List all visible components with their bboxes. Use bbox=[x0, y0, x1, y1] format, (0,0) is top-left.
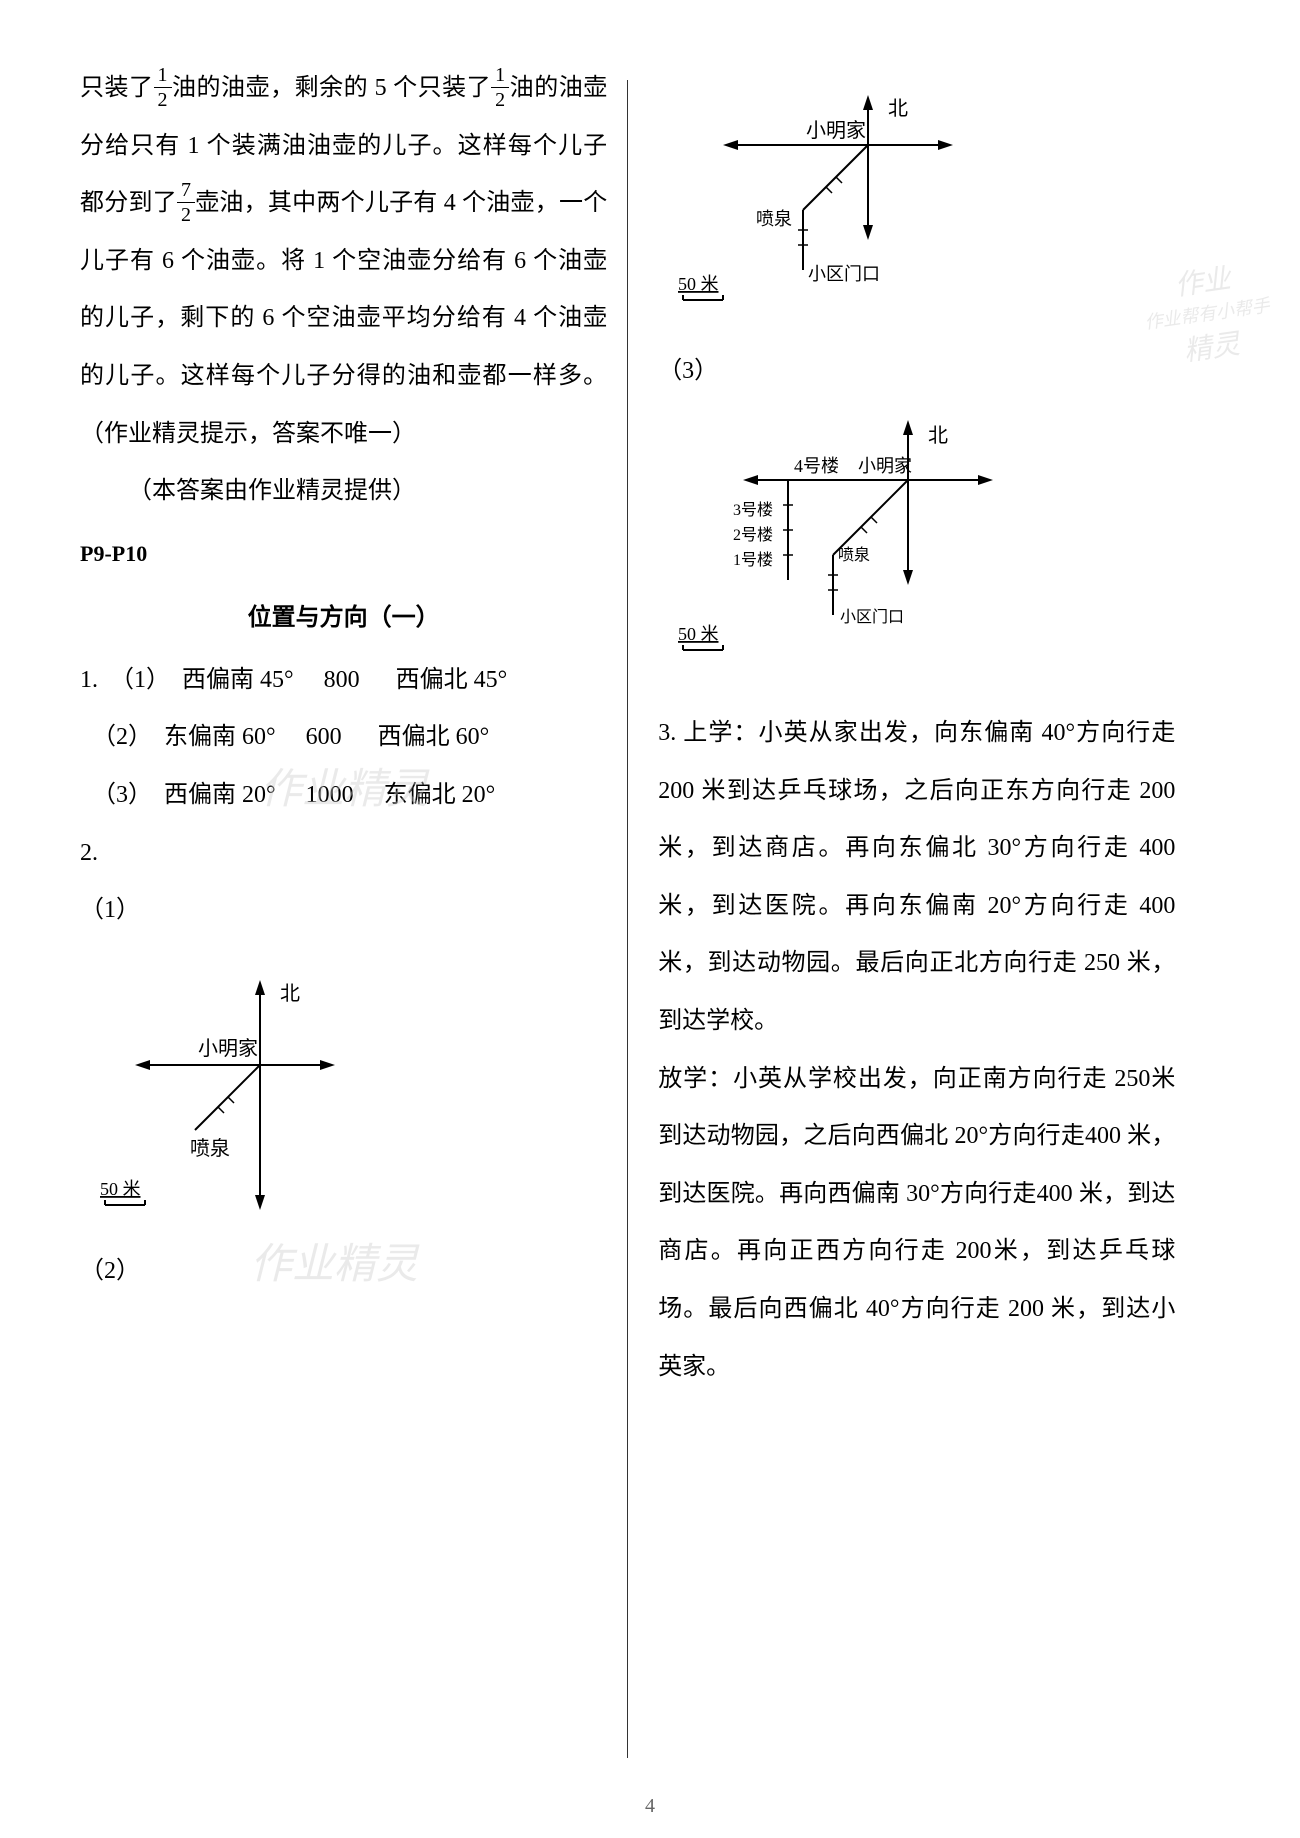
question-2: 2. bbox=[80, 825, 607, 883]
home-label: 小明家 bbox=[198, 1037, 258, 1060]
answer-1-3: （3） 西偏南 20° 1000 东偏北 20° bbox=[80, 767, 607, 825]
text: 壶油，其中两个儿子有 4 个油壶，一个儿子有 6 个油壶。将 1 个空油壶分给有… bbox=[80, 190, 607, 446]
diagram-2: 北 小明家 喷泉 小区门口 50 米 bbox=[658, 75, 1175, 335]
north-label: 北 bbox=[928, 424, 948, 447]
answer-1-2: （2） 东偏南 60° 600 西偏北 60° bbox=[80, 709, 607, 767]
question-2-2: （2） bbox=[80, 1250, 607, 1285]
section-heading: 位置与方向（一） bbox=[80, 597, 607, 632]
scale-label: 50 米 bbox=[678, 624, 719, 644]
diagram-svg-2: 北 小明家 喷泉 小区门口 50 米 bbox=[658, 75, 998, 335]
b1-label: 1号楼 bbox=[733, 551, 773, 569]
denominator: 2 bbox=[154, 88, 172, 112]
numerator: 1 bbox=[491, 63, 509, 88]
diagram-svg-3: 北 4号楼 小明家 3号楼 2号楼 1号楼 喷泉 小区门口 50 米 bbox=[658, 400, 1038, 690]
north-label: 北 bbox=[280, 982, 300, 1005]
diagram-1: 北 小明家 喷泉 50 米 bbox=[80, 955, 607, 1235]
home-label: 小明家 bbox=[806, 119, 866, 142]
page-container: 只装了12油的油壶，剩余的 5 个只装了12油的油壶分给只有 1 个装满油油壶的… bbox=[0, 0, 1300, 1838]
fraction: 12 bbox=[491, 63, 509, 112]
fountain-label: 喷泉 bbox=[190, 1137, 230, 1160]
diagram-svg-1: 北 小明家 喷泉 50 米 bbox=[80, 955, 360, 1235]
page-number: 4 bbox=[645, 1795, 655, 1818]
paragraph-1: 只装了12油的油壶，剩余的 5 个只装了12油的油壶分给只有 1 个装满油油壶的… bbox=[80, 60, 607, 463]
question-2-1: （1） bbox=[80, 882, 607, 940]
fountain-label: 喷泉 bbox=[756, 209, 792, 229]
gate-label: 小区门口 bbox=[808, 264, 880, 284]
b4-label: 4号楼 bbox=[794, 456, 839, 476]
numerator: 7 bbox=[177, 178, 195, 203]
scale-label: 50 米 bbox=[678, 274, 719, 294]
text: 只装了 bbox=[80, 75, 154, 101]
diagram-3: 北 4号楼 小明家 3号楼 2号楼 1号楼 喷泉 小区门口 50 米 bbox=[658, 400, 1175, 690]
b3-label: 3号楼 bbox=[733, 501, 773, 519]
b2-label: 2号楼 bbox=[733, 526, 773, 544]
fraction: 12 bbox=[154, 63, 172, 112]
right-column: 北 小明家 喷泉 小区门口 50 米 （3） bbox=[628, 60, 1175, 1778]
home-label: 小明家 bbox=[858, 456, 912, 476]
q3-para2: 放学：小英从学校出发，向正南方向行走 250米到达动物园，之后向西偏北 20°方… bbox=[658, 1051, 1175, 1397]
page-reference: P9-P10 bbox=[80, 541, 607, 567]
text: 油的油壶，剩余的 5 个只装了 bbox=[172, 75, 492, 101]
answer-1-1: 1. （1） 西偏南 45° 800 西偏北 45° bbox=[80, 652, 607, 710]
fountain-label: 喷泉 bbox=[838, 546, 870, 564]
question-2-3: （3） bbox=[658, 350, 1175, 385]
denominator: 2 bbox=[491, 88, 509, 112]
north-label: 北 bbox=[888, 97, 908, 120]
scale-label: 50 米 bbox=[100, 1179, 141, 1199]
numerator: 1 bbox=[154, 63, 172, 88]
q3-para1: 3. 上学：小英从家出发，向东偏南 40°方向行走 200 米到达乒乓球场，之后… bbox=[658, 705, 1175, 1051]
credit-line: （本答案由作业精灵提供） bbox=[80, 463, 607, 521]
gate-label: 小区门口 bbox=[840, 608, 904, 626]
fraction: 72 bbox=[177, 178, 195, 227]
left-column: 只装了12油的油壶，剩余的 5 个只装了12油的油壶分给只有 1 个装满油油壶的… bbox=[80, 60, 627, 1778]
denominator: 2 bbox=[177, 203, 195, 227]
